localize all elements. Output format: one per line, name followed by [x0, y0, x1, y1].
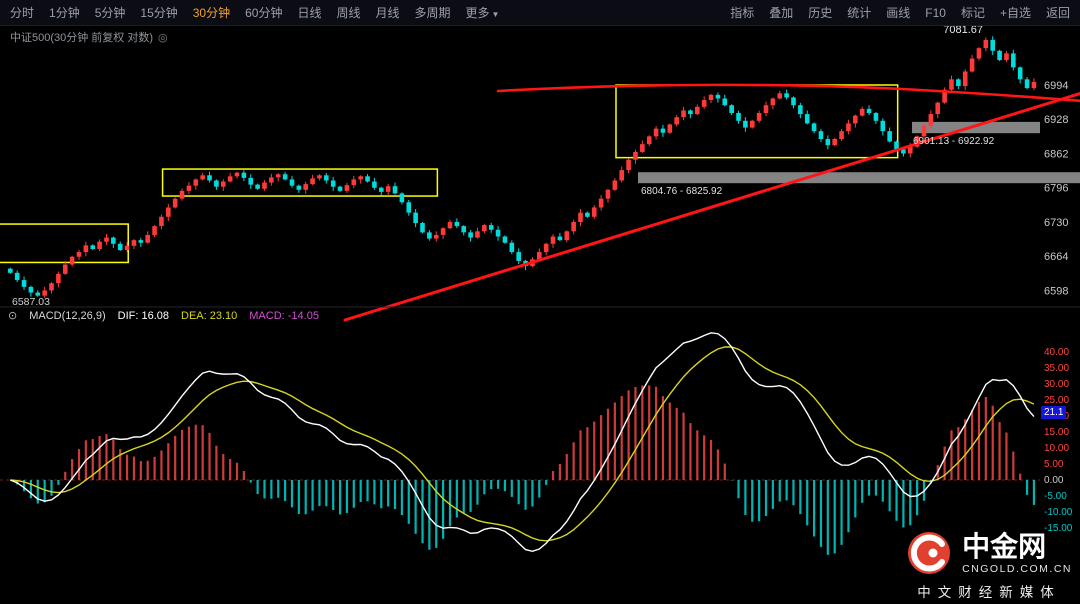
toolbar-item-画线[interactable]: 画线 — [886, 6, 911, 20]
toolbar-item-指标[interactable]: 指标 — [730, 6, 755, 20]
toolbar-item-1分钟[interactable]: 1分钟 — [49, 6, 80, 20]
toolbar-item-历史[interactable]: 历史 — [808, 6, 833, 20]
symbol-title: 中证500(30分钟 前复权 对数) — [10, 32, 154, 44]
toolbar-item-统计[interactable]: 统计 — [847, 6, 872, 20]
toolbar-item-60分钟[interactable]: 60分钟 — [245, 6, 283, 20]
eye-icon[interactable]: ◎ — [158, 31, 168, 44]
toolbar-item-5分钟[interactable]: 5分钟 — [94, 6, 126, 20]
svg-text:25.00: 25.00 — [1044, 395, 1069, 406]
toolbar-item-标记[interactable]: 标记 — [960, 6, 985, 20]
macd-last-value-badge: 21.1 — [1041, 406, 1067, 419]
svg-text:6994: 6994 — [1044, 80, 1068, 92]
svg-text:0.00: 0.00 — [1044, 475, 1064, 486]
toolbar-item-月线[interactable]: 月线 — [375, 6, 400, 20]
toolbar-item-周线[interactable]: 周线 — [336, 6, 361, 20]
cngold-watermark: 中金网 CNGOLD.COM.CN 中文财经新媒体 — [906, 530, 1072, 601]
macd-hist-value: MACD: -14.05 — [249, 309, 319, 322]
toolbar-item-更多[interactable]: 更多 ▼ — [465, 6, 500, 20]
svg-text:6664: 6664 — [1044, 251, 1068, 263]
period-toolbar-left: 分时 1分钟 5分钟 15分钟 30分钟 60分钟 日线 周线 月线 多周期 更多 ▼ — [10, 4, 514, 21]
svg-text:-5.00: -5.00 — [1044, 491, 1067, 502]
peak-price-label: 7081.67 — [943, 24, 983, 36]
svg-text:15.00: 15.00 — [1044, 427, 1069, 438]
toolbar-item-日线[interactable]: 日线 — [297, 6, 322, 20]
watermark-tagline: 中文财经新媒体 — [917, 585, 1061, 600]
svg-text:40.00: 40.00 — [1044, 347, 1069, 358]
toolbar-item-多周期[interactable]: 多周期 — [414, 6, 451, 20]
support-zone-label: 6804.76 - 6825.92 — [641, 186, 723, 197]
svg-text:10.00: 10.00 — [1044, 443, 1069, 454]
svg-text:6928: 6928 — [1044, 114, 1068, 126]
svg-text:6796: 6796 — [1044, 183, 1068, 195]
toolbar-item-30分钟[interactable]: 30分钟 — [192, 6, 231, 20]
svg-text:30.00: 30.00 — [1044, 379, 1069, 390]
indicator-collapse-icon[interactable]: ⊙ — [8, 310, 18, 322]
toolbar-item-分时[interactable]: 分时 — [10, 6, 35, 20]
macd-dif-value: DIF: 16.08 — [117, 309, 169, 322]
toolbar-item-F10[interactable]: F10 — [925, 5, 946, 20]
macd-params-label: MACD(12,26,9) — [29, 309, 106, 322]
symbol-row: 中证500(30分钟 前复权 对数) ◎ — [10, 29, 168, 45]
svg-text:6862: 6862 — [1044, 148, 1068, 160]
toolbar-item-叠加[interactable]: 叠加 — [769, 6, 794, 20]
toolbar-item-15分钟[interactable]: 15分钟 — [140, 6, 178, 20]
cngold-logo-icon — [908, 532, 951, 574]
toolbar-actions-right: 指标 叠加 历史 统计 画线 F10 标记 +自选 返回 — [715, 4, 1070, 21]
chevron-down-icon: ▼ — [491, 10, 500, 19]
macd-header: ⊙ MACD(12,26,9) DIF: 16.08 DEA: 23.10 MA… — [8, 309, 319, 323]
watermark-domain: CNGOLD.COM.CN — [962, 562, 1072, 575]
period-toolbar: 分时 1分钟 5分钟 15分钟 30分钟 60分钟 日线 周线 月线 多周期 更多 ▼ 指标 叠加 历史统… — [0, 0, 1080, 26]
toolbar-item-返回[interactable]: 返回 — [1045, 6, 1070, 20]
svg-text:-15.00: -15.00 — [1044, 523, 1073, 534]
low-price-label: 6587.03 — [12, 296, 50, 308]
svg-text:35.00: 35.00 — [1044, 363, 1069, 374]
watermark-brand-name: 中金网 — [962, 530, 1047, 562]
svg-text:6730: 6730 — [1044, 217, 1068, 229]
resistance-zone-label: 6901.13 - 6922.92 — [913, 136, 995, 147]
svg-text:5.00: 5.00 — [1044, 459, 1064, 470]
svg-text:-10.00: -10.00 — [1044, 507, 1073, 518]
toolbar-item-+自选[interactable]: +自选 — [999, 6, 1031, 20]
macd-dea-value: DEA: 23.10 — [181, 309, 238, 322]
svg-text:6598: 6598 — [1044, 285, 1068, 297]
